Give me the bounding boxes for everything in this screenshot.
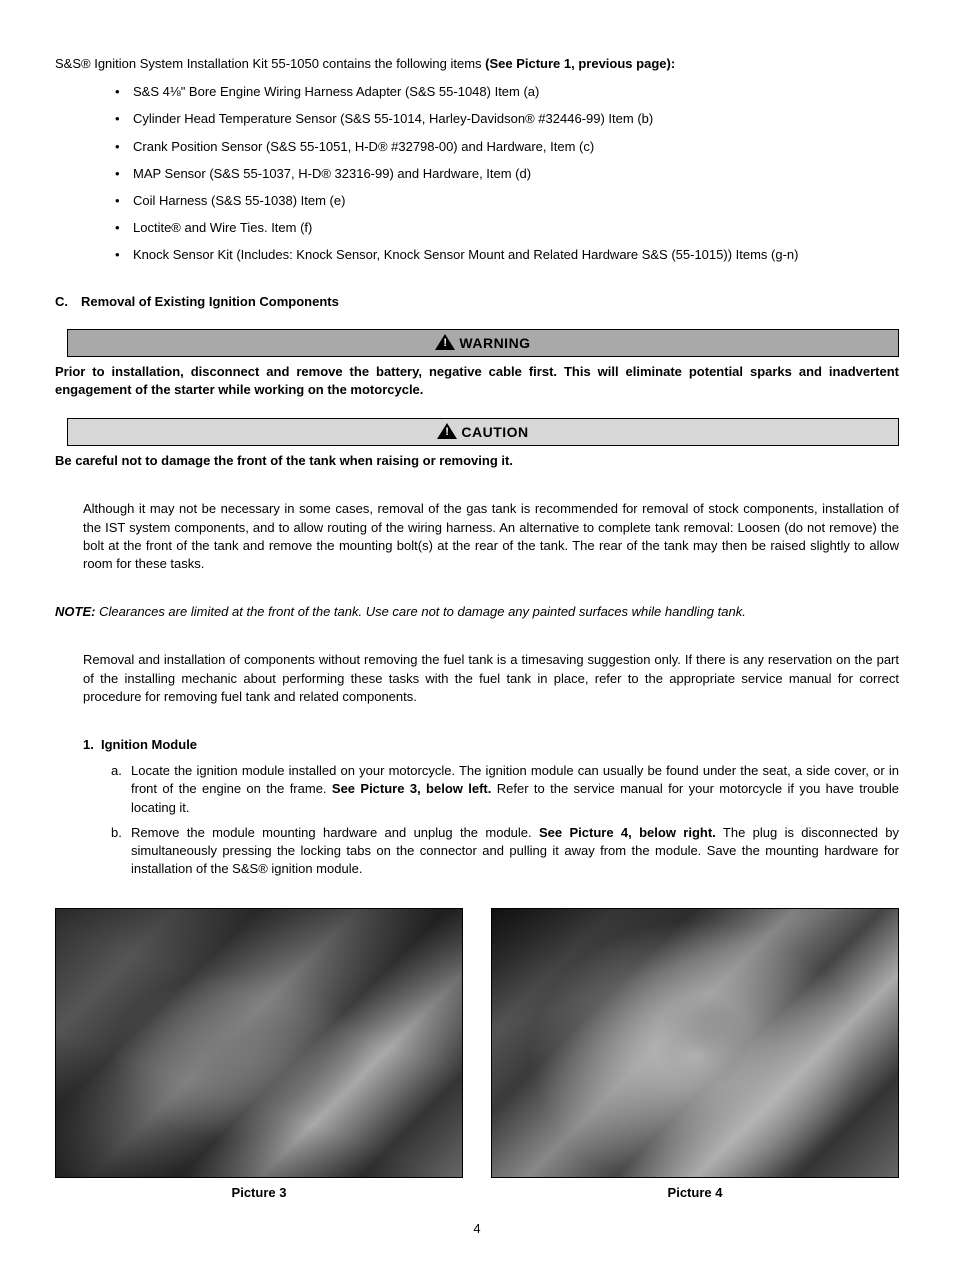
kit-items-list: S&S 4⅛" Bore Engine Wiring Harness Adapt… (55, 83, 899, 264)
step-marker: a. (111, 762, 122, 780)
intro-prefix: S&S® Ignition System Installation Kit 55… (55, 56, 485, 71)
pictures-row: Picture 3 Picture 4 (55, 908, 899, 1202)
subsection-1-heading: 1.Ignition Module (83, 736, 899, 754)
section-c-heading: C.Removal of Existing Ignition Component… (55, 293, 899, 311)
list-item: S&S 4⅛" Bore Engine Wiring Harness Adapt… (115, 83, 899, 101)
picture-4-image (491, 908, 899, 1178)
picture-3-image (55, 908, 463, 1178)
picture-4-caption: Picture 4 (491, 1184, 899, 1202)
step-text-pre: Remove the module mounting hardware and … (131, 825, 539, 840)
list-item: Loctite® and Wire Ties. Item (f) (115, 219, 899, 237)
section-title: Removal of Existing Ignition Components (81, 294, 339, 309)
warning-box: WARNING (67, 329, 899, 358)
intro-line: S&S® Ignition System Installation Kit 55… (55, 55, 899, 73)
step-a: a. Locate the ignition module installed … (111, 762, 899, 817)
step-b: b. Remove the module mounting hardware a… (111, 824, 899, 879)
section-letter: C. (55, 293, 81, 311)
list-item: Cylinder Head Temperature Sensor (S&S 55… (115, 110, 899, 128)
warning-label: WARNING (459, 335, 530, 351)
note-body: Clearances are limited at the front of t… (95, 604, 745, 619)
picture-3-caption: Picture 3 (55, 1184, 463, 1202)
note-paragraph: NOTE: Clearances are limited at the fron… (55, 603, 899, 621)
subsection-number: 1. (83, 736, 101, 754)
caution-box: CAUTION (67, 418, 899, 447)
picture-4-column: Picture 4 (491, 908, 899, 1202)
paragraph-timesaving: Removal and installation of components w… (83, 651, 899, 706)
list-item: MAP Sensor (S&S 55-1037, H-D® 32316-99) … (115, 165, 899, 183)
subsection-title: Ignition Module (101, 737, 197, 752)
warning-triangle-icon (435, 334, 455, 350)
page-number: 4 (55, 1220, 899, 1238)
step-text-bold: See Picture 3, below left. (332, 781, 491, 796)
list-item: Knock Sensor Kit (Includes: Knock Sensor… (115, 246, 899, 264)
paragraph-tank-removal: Although it may not be necessary in some… (83, 500, 899, 573)
list-item: Crank Position Sensor (S&S 55-1051, H-D®… (115, 138, 899, 156)
step-marker: b. (111, 824, 122, 842)
caution-triangle-icon (437, 423, 457, 439)
caution-label: CAUTION (461, 424, 528, 440)
picture-3-column: Picture 3 (55, 908, 463, 1202)
ignition-module-steps: a. Locate the ignition module installed … (111, 762, 899, 878)
caution-text: Be careful not to damage the front of th… (55, 452, 899, 470)
intro-bold: (See Picture 1, previous page): (485, 56, 675, 71)
step-text-bold: See Picture 4, below right. (539, 825, 716, 840)
list-item: Coil Harness (S&S 55-1038) Item (e) (115, 192, 899, 210)
note-label: NOTE: (55, 604, 95, 619)
warning-text: Prior to installation, disconnect and re… (55, 363, 899, 399)
